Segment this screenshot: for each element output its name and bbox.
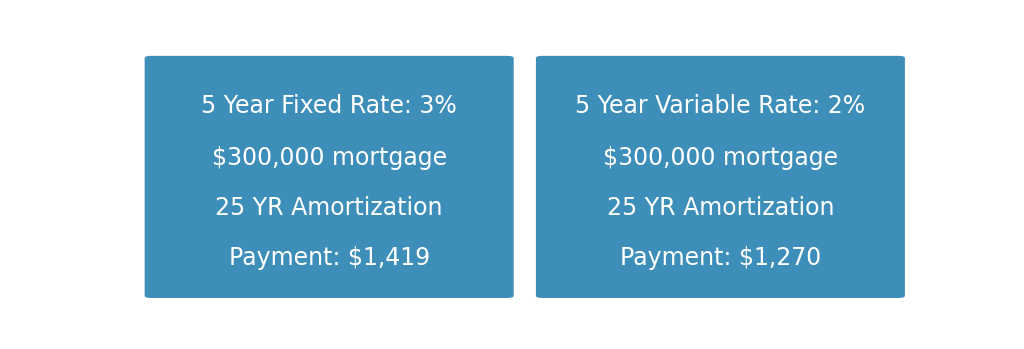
Text: 5 Year Variable Rate: 2%: 5 Year Variable Rate: 2% xyxy=(575,94,865,118)
Text: 25 YR Amortization: 25 YR Amortization xyxy=(606,196,835,220)
Text: 5 Year Fixed Rate: 3%: 5 Year Fixed Rate: 3% xyxy=(202,94,457,118)
Text: Payment: $1,419: Payment: $1,419 xyxy=(228,246,430,270)
FancyBboxPatch shape xyxy=(144,56,514,298)
Text: $300,000 mortgage: $300,000 mortgage xyxy=(603,146,838,170)
Text: Payment: $1,270: Payment: $1,270 xyxy=(620,246,821,270)
Text: 25 YR Amortization: 25 YR Amortization xyxy=(215,196,443,220)
FancyBboxPatch shape xyxy=(536,56,905,298)
Text: $300,000 mortgage: $300,000 mortgage xyxy=(212,146,446,170)
